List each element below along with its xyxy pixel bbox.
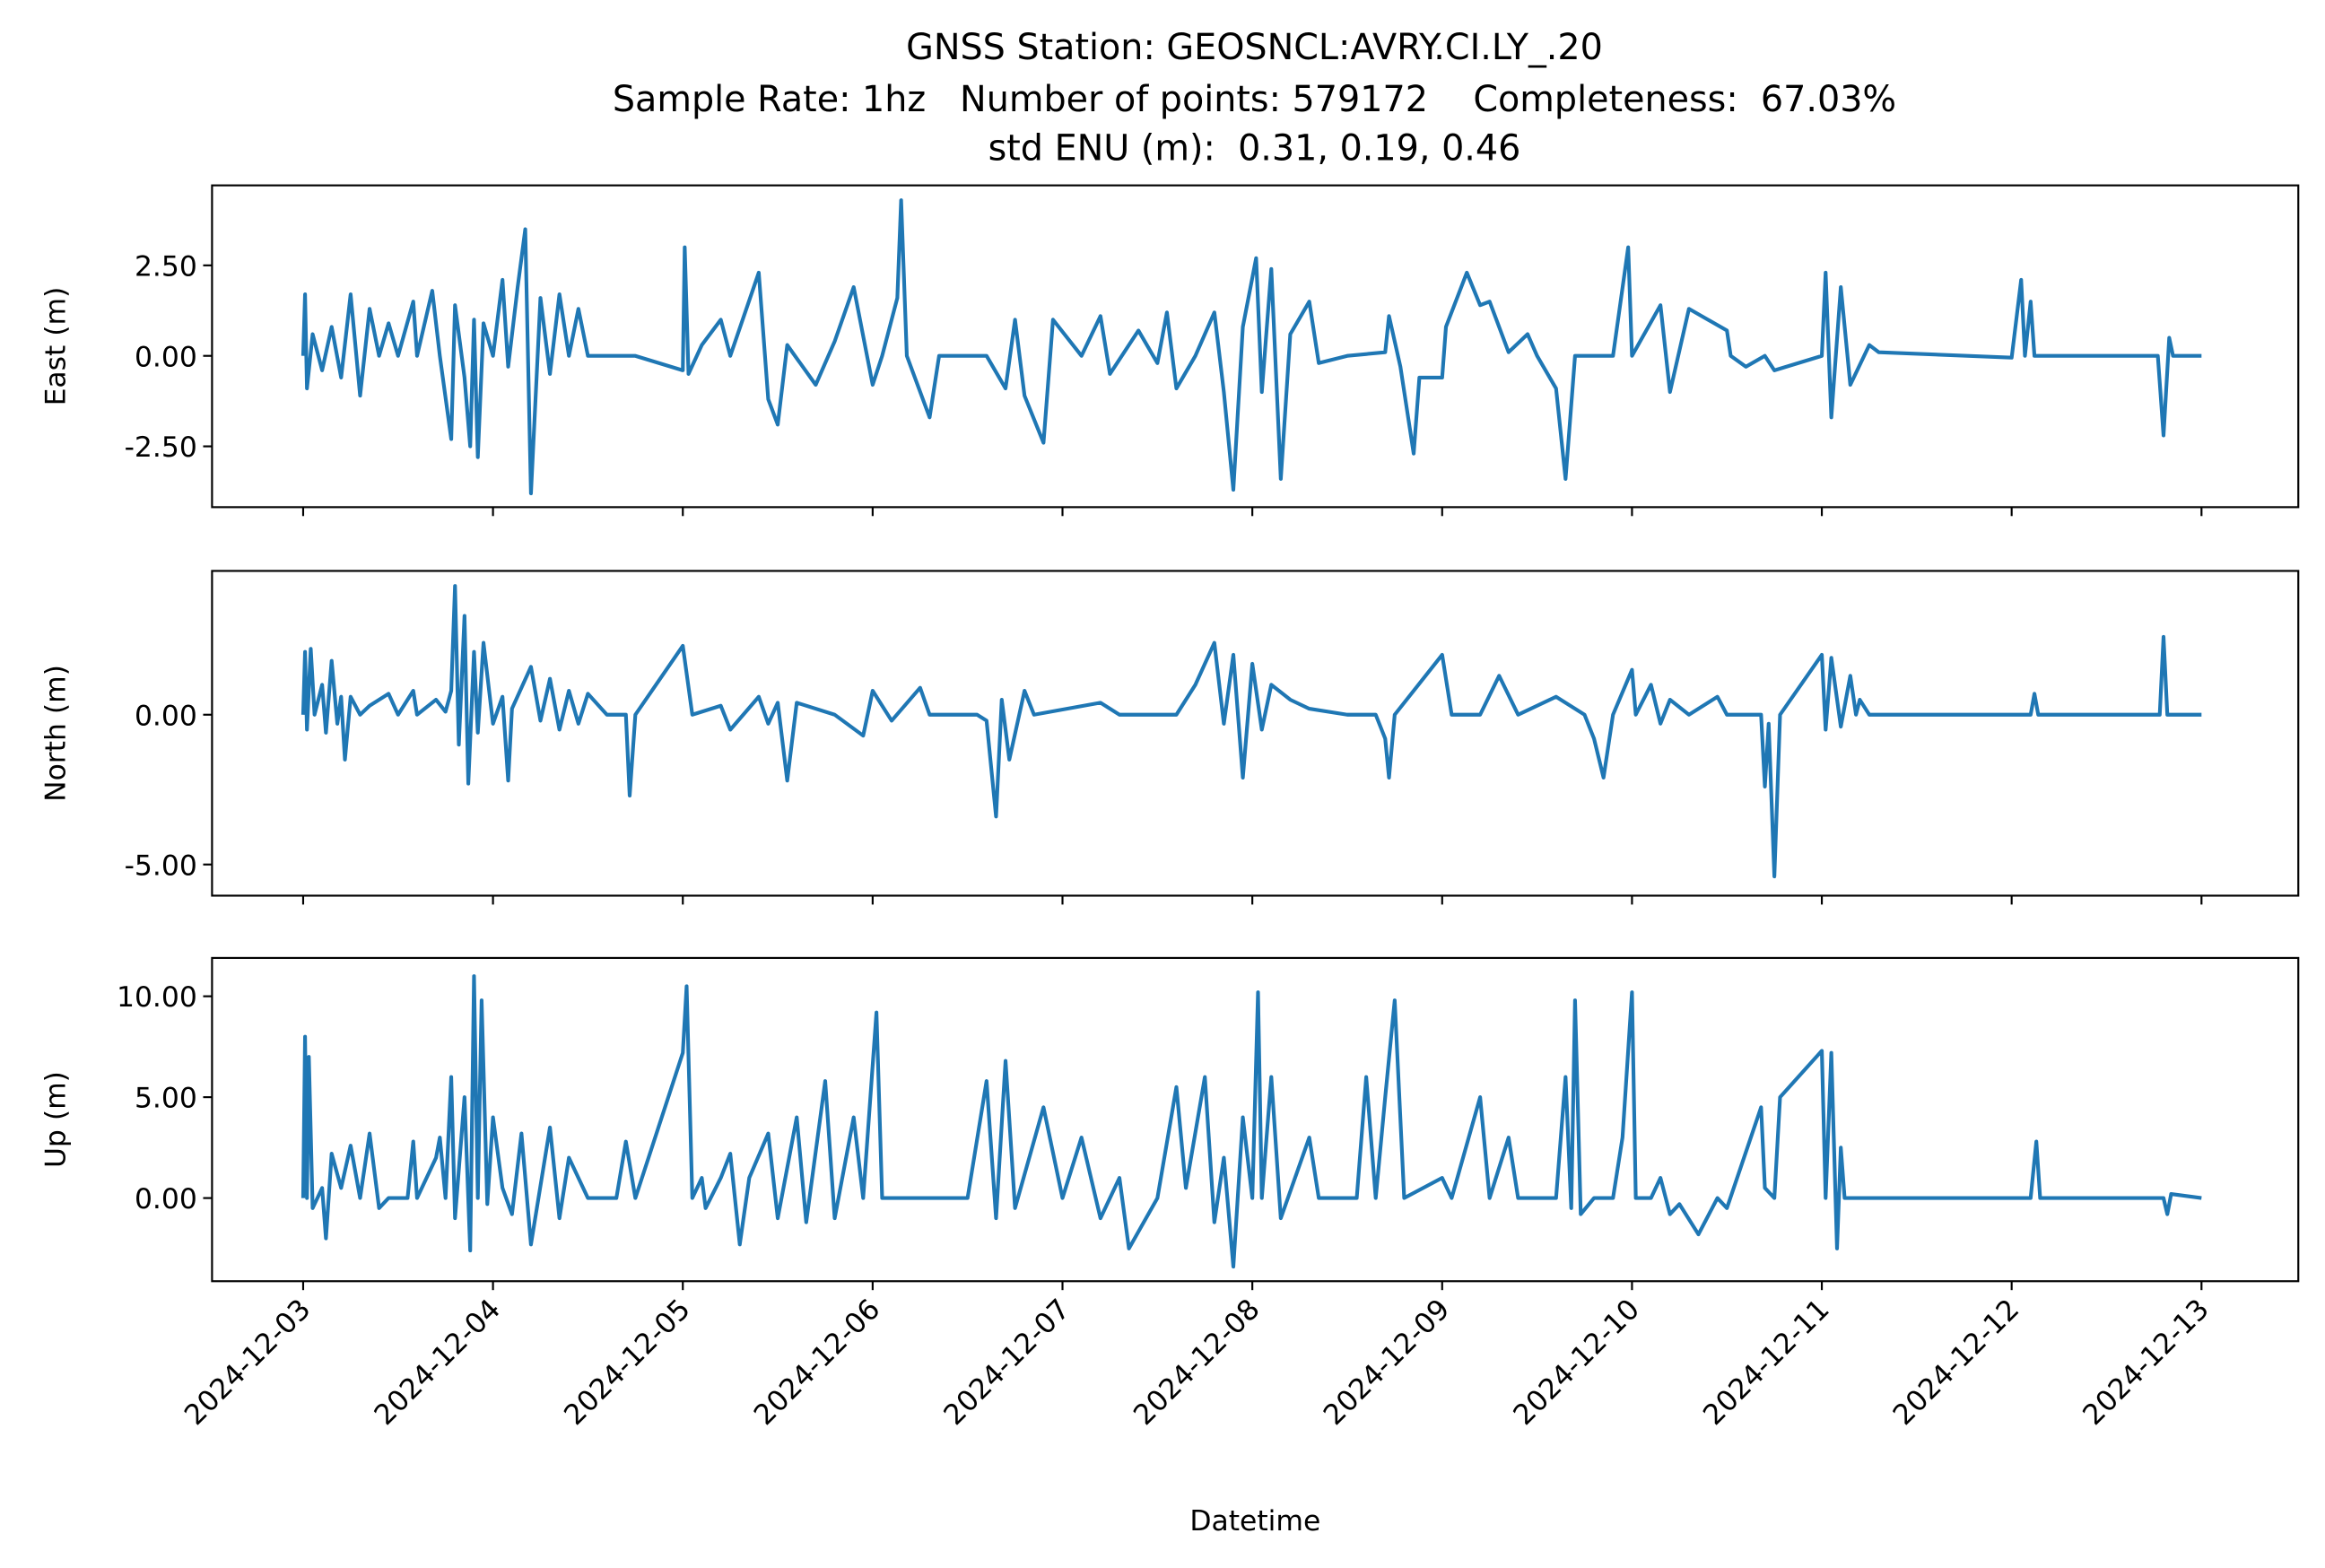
- data-line: [300, 584, 2202, 879]
- y-tick-label: 0.00: [135, 341, 197, 373]
- axes-frame: [211, 570, 2300, 897]
- data-line: [300, 974, 2202, 1269]
- y-tick-label: -5.00: [125, 849, 197, 882]
- y-axis-label: East (m): [40, 287, 73, 406]
- y-tick-label: 5.00: [135, 1083, 197, 1115]
- axes-frame: [211, 956, 2300, 1283]
- x-axis-label: Datetime: [1189, 1505, 1320, 1538]
- y-axis-label: North (m): [40, 665, 73, 802]
- y-tick-label: 10.00: [117, 981, 197, 1014]
- y-tick-label: 0.00: [135, 700, 197, 732]
- y-tick-label: -2.50: [125, 431, 197, 464]
- title-line: std ENU (m): 0.31, 0.19, 0.46: [988, 128, 1521, 170]
- y-axis-label: Up (m): [40, 1071, 73, 1168]
- y-tick-label: 2.50: [135, 250, 197, 283]
- y-tick-label: 0.00: [135, 1183, 197, 1215]
- title-line: Sample Rate: 1hz Number of points: 57917…: [613, 79, 1896, 120]
- axes-frame: [211, 184, 2300, 509]
- data-line: [300, 198, 2202, 496]
- title-line: GNSS Station: GEOSNCL:AVRY.CI.LY_.20: [906, 27, 1603, 68]
